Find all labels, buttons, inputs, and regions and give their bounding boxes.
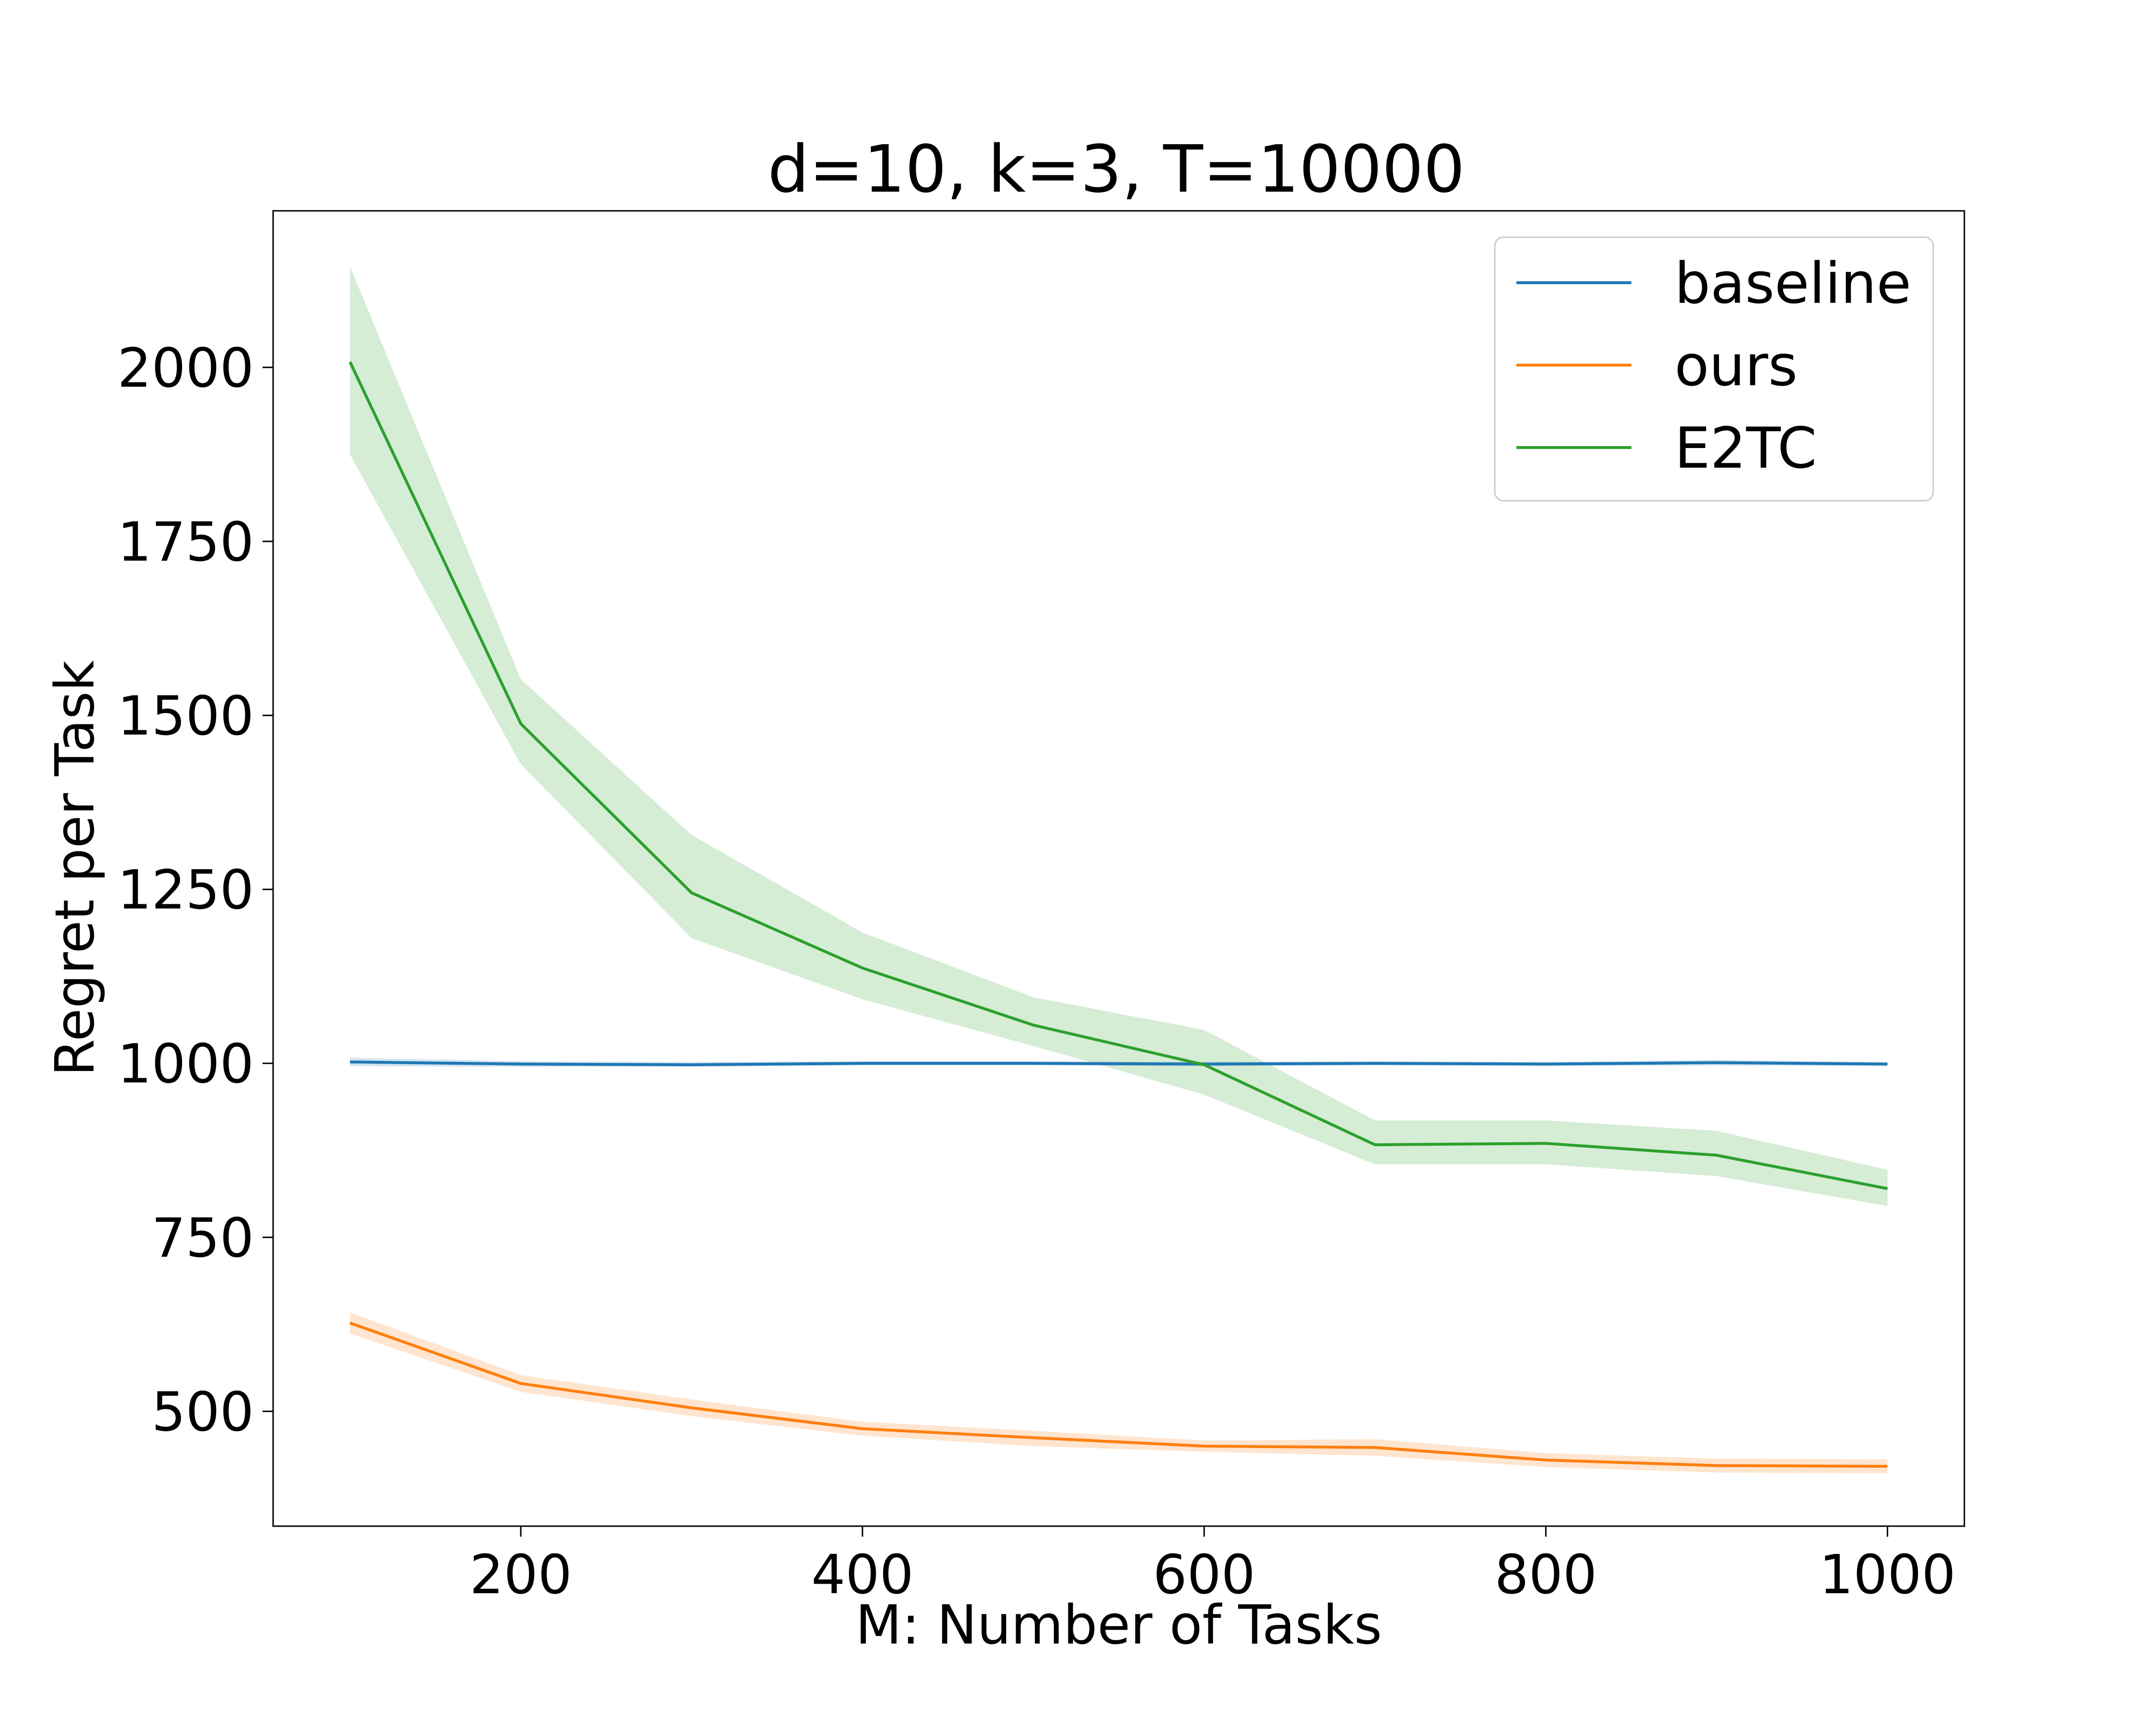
legend-box	[1494, 236, 1934, 502]
line-e2tc	[348, 361, 1888, 1190]
legend-label-baseline: baseline	[1674, 250, 1911, 316]
x-axis: 200 400 600 800 1000	[470, 1526, 1956, 1606]
x-tick-label: 600	[1153, 1544, 1255, 1606]
y-tick-label: 1500	[117, 685, 254, 748]
y-tick-label: 1750	[117, 511, 254, 574]
legend-label-ours: ours	[1674, 333, 1798, 399]
y-tick-label: 1000	[117, 1033, 254, 1095]
legend: baseline ours E2TC	[1494, 236, 1934, 502]
series-lines	[348, 361, 1888, 1468]
legend-items: baseline ours E2TC	[1516, 250, 1911, 481]
x-tick-label: 1000	[1819, 1544, 1956, 1606]
x-tick-label: 200	[470, 1544, 572, 1606]
y-axis-label: Regret per Task	[44, 660, 106, 1076]
x-tick-label: 400	[811, 1544, 914, 1606]
legend-label-e2tc: E2TC	[1674, 415, 1817, 481]
plot-area	[272, 210, 1965, 1527]
y-tick-label: 500	[151, 1381, 254, 1443]
band-e2tc	[350, 266, 1888, 1206]
y-tick-label: 2000	[117, 337, 254, 400]
chart-title: d=10, k=3, T=10000	[768, 132, 1465, 207]
y-tick-label: 1250	[117, 859, 254, 921]
x-tick-label: 800	[1495, 1544, 1597, 1606]
x-axis-label: M: Number of Tasks	[855, 1594, 1382, 1656]
line-ours	[349, 1322, 1888, 1468]
y-axis: 500 750 1000 1250 1500 1750 2000	[117, 337, 273, 1443]
line-baseline	[350, 1060, 1888, 1067]
y-tick-label: 750	[151, 1207, 254, 1269]
axes-frame	[272, 210, 1965, 1527]
